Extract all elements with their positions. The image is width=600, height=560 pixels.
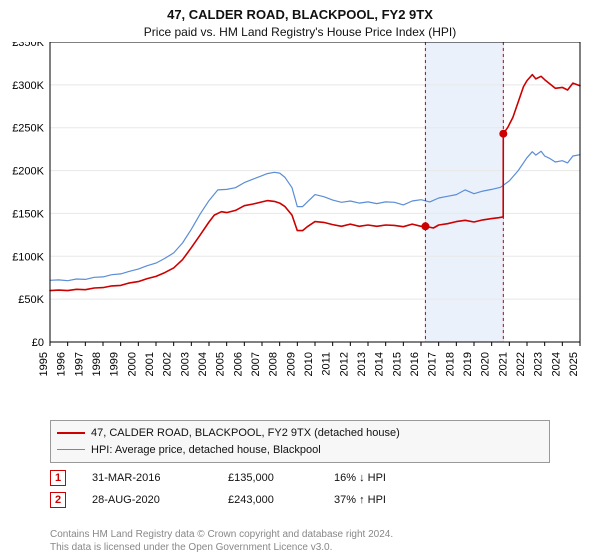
marker-row: 2 28-AUG-2020 £243,000 37% ↑ HPI <box>50 492 454 508</box>
svg-text:2018: 2018 <box>444 352 456 376</box>
svg-text:2009: 2009 <box>285 352 297 376</box>
svg-text:2007: 2007 <box>250 352 262 376</box>
svg-text:2013: 2013 <box>356 352 368 376</box>
svg-text:2010: 2010 <box>303 352 315 376</box>
chart: £0 £50K £100K £150K £200K £250K £300K £350K 1995… <box>0 42 600 412</box>
svg-text:2021: 2021 <box>497 352 509 376</box>
svg-text:2015: 2015 <box>391 352 403 376</box>
page-subtitle: Price paid vs. HM Land Registry's House … <box>0 24 600 40</box>
page-title: 47, CALDER ROAD, BLACKPOOL, FY2 9TX <box>0 6 600 24</box>
svg-text:1998: 1998 <box>91 352 103 376</box>
svg-text:£50K: £50K <box>18 294 44 306</box>
legend-swatch-price-paid <box>57 432 85 434</box>
marker-id-box: 1 <box>50 470 66 486</box>
legend-label: 47, CALDER ROAD, BLACKPOOL, FY2 9TX (det… <box>91 425 400 442</box>
footer-line: This data is licensed under the Open Gov… <box>50 541 580 554</box>
svg-text:2001: 2001 <box>144 352 156 376</box>
svg-text:2020: 2020 <box>480 352 492 376</box>
svg-text:1997: 1997 <box>73 352 85 376</box>
svg-text:2000: 2000 <box>126 352 138 376</box>
svg-text:£200K: £200K <box>12 166 44 178</box>
svg-text:2023: 2023 <box>533 352 545 376</box>
marker-id-box: 2 <box>50 492 66 508</box>
marker-table: 1 31-MAR-2016 £135,000 16% ↓ HPI 2 28-AUG-202… <box>50 464 454 514</box>
svg-text:£100K: £100K <box>12 251 44 263</box>
marker-date: 28-AUG-2020 <box>92 494 202 506</box>
svg-text:2017: 2017 <box>427 352 439 376</box>
svg-text:£250K: £250K <box>12 123 44 135</box>
svg-text:£350K: £350K <box>12 42 44 49</box>
legend: 47, CALDER ROAD, BLACKPOOL, FY2 9TX (det… <box>50 420 550 463</box>
svg-text:2016: 2016 <box>409 352 421 376</box>
svg-text:2011: 2011 <box>321 352 333 376</box>
legend-row: 47, CALDER ROAD, BLACKPOOL, FY2 9TX (det… <box>57 425 543 442</box>
footer: Contains HM Land Registry data © Crown c… <box>50 528 580 554</box>
svg-text:2019: 2019 <box>462 352 474 376</box>
marker-hpi: 16% ↓ HPI <box>334 472 454 484</box>
marker-hpi: 37% ↑ HPI <box>334 494 454 506</box>
legend-swatch-hpi <box>57 449 85 450</box>
svg-text:2008: 2008 <box>268 352 280 376</box>
svg-text:1999: 1999 <box>109 352 121 376</box>
svg-text:2002: 2002 <box>162 352 174 376</box>
marker-date: 31-MAR-2016 <box>92 472 202 484</box>
svg-text:£0: £0 <box>32 337 44 349</box>
svg-text:1996: 1996 <box>56 352 68 376</box>
svg-text:2006: 2006 <box>232 352 244 376</box>
legend-label: HPI: Average price, detached house, Blac… <box>91 442 321 459</box>
svg-text:2003: 2003 <box>179 352 191 376</box>
legend-row: HPI: Average price, detached house, Blac… <box>57 442 543 459</box>
svg-text:£300K: £300K <box>12 80 44 92</box>
marker-row: 1 31-MAR-2016 £135,000 16% ↓ HPI <box>50 470 454 486</box>
svg-text:2024: 2024 <box>550 352 562 376</box>
svg-text:2025: 2025 <box>568 352 580 376</box>
svg-text:1995: 1995 <box>38 352 50 376</box>
svg-text:2012: 2012 <box>338 352 350 376</box>
marker-price: £243,000 <box>228 494 308 506</box>
svg-text:2004: 2004 <box>197 352 209 376</box>
svg-text:£150K: £150K <box>12 208 44 220</box>
marker-price: £135,000 <box>228 472 308 484</box>
svg-text:2005: 2005 <box>215 352 227 376</box>
footer-line: Contains HM Land Registry data © Crown c… <box>50 528 580 541</box>
svg-text:2022: 2022 <box>515 352 527 376</box>
svg-text:2014: 2014 <box>374 352 386 376</box>
